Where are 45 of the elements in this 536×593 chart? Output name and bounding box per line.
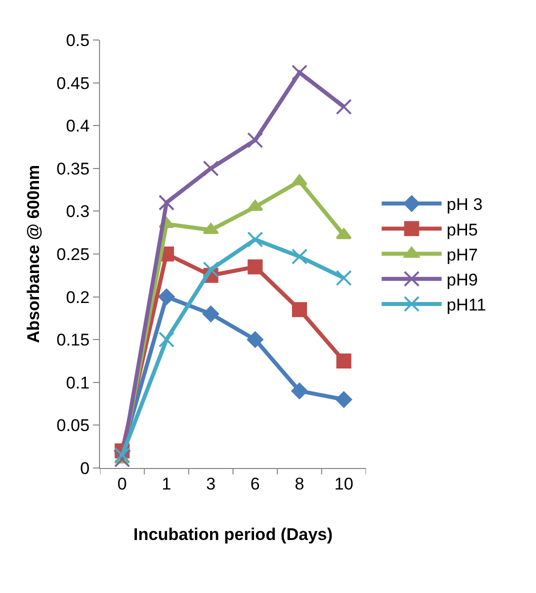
legend-label: pH5 [446,220,478,240]
point [158,332,174,348]
x-tick-label: 3 [206,474,216,494]
x-tick-label: 0 [117,474,127,494]
y-tick-label: 0.3 [66,202,90,222]
point [202,306,219,322]
point [291,382,308,400]
y-tick-label: 0.2 [66,288,90,307]
point [292,248,308,265]
point [202,160,219,176]
x-tick-label: 8 [294,474,304,494]
point [247,132,264,148]
legend-label: pH9 [446,270,478,290]
y-tick-label: 0 [80,458,90,478]
y-tick-label: 0.25 [56,244,90,264]
x-tick-label: 6 [250,474,260,494]
point [247,231,264,248]
point [292,64,308,81]
y-tick-label: 0.05 [56,416,90,436]
point [114,451,130,468]
y-tick-label: 0.35 [56,159,90,178]
point [336,391,352,408]
legend-label: pH7 [446,245,478,264]
x-axis-title: Incubation period (Days) [133,524,333,544]
legend-label: pH 3 [446,195,483,214]
x-tick-label: 10 [334,474,354,494]
point [336,354,352,368]
point [114,447,130,464]
x-tick-label: 1 [162,474,172,494]
y-tick-label: 0.4 [66,116,90,136]
point [292,174,308,186]
y-tick-label: 0.5 [66,30,90,50]
point [158,194,174,211]
point [292,302,307,318]
point [158,288,175,305]
y-tick-label: 0.1 [66,373,90,392]
legend-label: pH11 [446,296,486,315]
point [336,98,352,115]
point [336,270,352,286]
y-tick-label: 0.15 [56,330,90,350]
point [248,259,263,274]
y-tick-label: 0.45 [56,74,90,93]
y-axis-title: Absorbance @ 600nm [24,164,44,344]
point [247,331,264,348]
point [202,261,219,278]
